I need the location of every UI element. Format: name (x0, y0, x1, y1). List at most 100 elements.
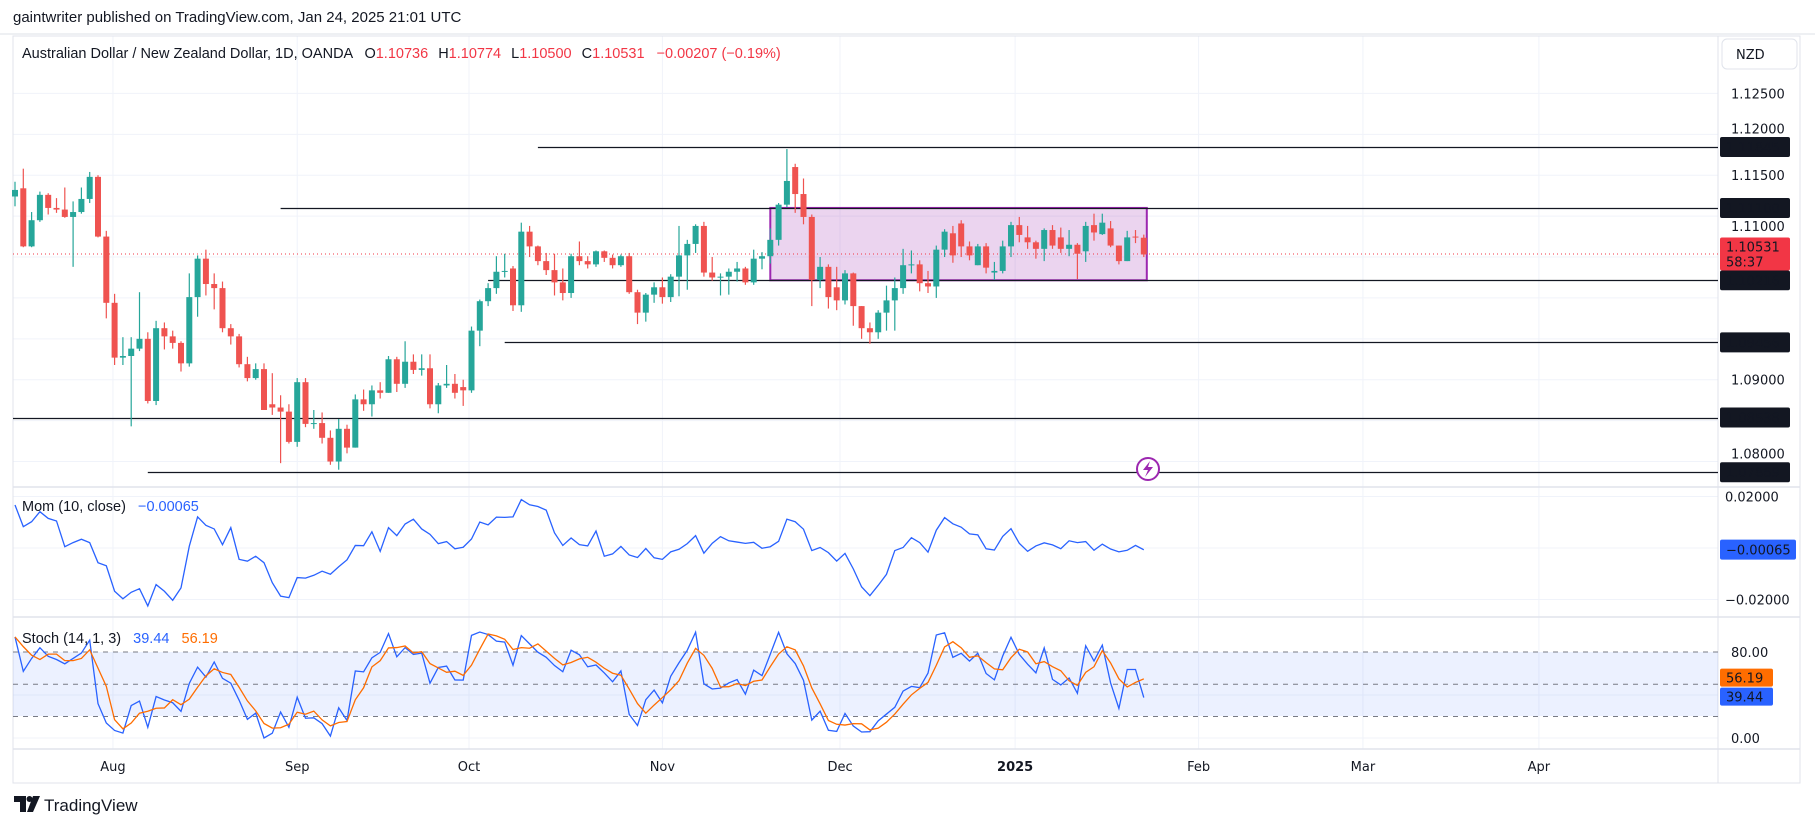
level-price-label-bg (1720, 270, 1790, 291)
momentum-tick-label: 0.02000 (1725, 491, 1779, 506)
candle (294, 378, 301, 447)
candle (775, 203, 782, 246)
close-value: 1.10531 (592, 46, 644, 62)
candle-body (958, 223, 965, 247)
candle (377, 382, 384, 399)
candle-body (725, 271, 732, 277)
candle (202, 249, 209, 296)
candle (368, 385, 375, 417)
candle-body (144, 338, 151, 401)
candle-body (659, 287, 666, 298)
tradingview-logo: TradingView (14, 796, 138, 815)
stochastic-pane (13, 630, 1718, 739)
currency-button[interactable]: NZD (1721, 38, 1798, 70)
candle-body (916, 264, 923, 284)
candle (427, 354, 433, 409)
candle-body (858, 306, 865, 329)
candle-body (61, 209, 68, 217)
candle-body (709, 272, 716, 278)
candle-body (543, 261, 550, 271)
candle (526, 225, 533, 258)
candle (642, 293, 649, 322)
momentum-tick-label: −0.02000 (1725, 594, 1790, 609)
low-value: 1.10500 (519, 46, 571, 62)
stoch-k-label-bg (1720, 687, 1773, 706)
candle-body (734, 268, 741, 272)
stoch-legend: Stoch (14, 1, 3) 39.44 56.19 (22, 631, 218, 647)
stoch-title: Stoch (14, 1, 3) (22, 631, 121, 647)
candle (451, 373, 458, 399)
candle (576, 241, 583, 266)
candle-body (186, 297, 193, 364)
candle (302, 378, 309, 428)
candle (767, 228, 774, 264)
candle-body (244, 364, 251, 379)
candle-body (261, 369, 267, 410)
candle-body (817, 266, 824, 280)
stoch-d-line (14, 633, 1145, 731)
publish-info: gaintwriter published on TradingView.com… (13, 9, 462, 26)
candle (667, 274, 674, 303)
level-price-label: 1.09456 (1720, 332, 1790, 353)
candle (601, 250, 608, 262)
candle-body (526, 231, 533, 247)
candle (1115, 245, 1122, 265)
stoch-d-label-bg (1720, 668, 1773, 687)
candle-body (95, 176, 101, 237)
candle-body (783, 180, 790, 205)
candle (161, 322, 168, 350)
candle (1041, 228, 1048, 262)
candle-body (1057, 237, 1064, 249)
candle-body (427, 368, 433, 405)
candle (941, 229, 948, 258)
candle (817, 257, 824, 289)
candle-body (750, 258, 757, 283)
level-price-label: 1.10216 (1720, 270, 1790, 291)
horizontal-levels[interactable] (13, 146, 1718, 474)
candle-body (468, 330, 475, 391)
candle (501, 253, 508, 278)
candle (78, 187, 85, 214)
candle (1082, 221, 1089, 262)
candle-body (352, 399, 359, 448)
candle-body (1124, 237, 1131, 262)
candle-body (559, 282, 566, 294)
time-tick-label: Apr (1528, 760, 1551, 775)
candle (543, 252, 550, 276)
candle-body (966, 246, 973, 256)
candle-body (700, 225, 707, 273)
candle (95, 175, 101, 238)
candle-body (12, 189, 18, 197)
candle-body (335, 428, 342, 462)
candle-body (941, 231, 948, 250)
currency-label: NZD (1736, 48, 1765, 63)
candle-body (410, 361, 417, 370)
candle-body (103, 236, 110, 303)
candle (676, 225, 682, 297)
candle-body (78, 198, 85, 213)
candle (958, 220, 965, 258)
candle (319, 412, 326, 444)
open-label: O (364, 46, 375, 62)
candle-body (53, 207, 60, 210)
candle (850, 272, 857, 326)
alert-icon[interactable] (1136, 457, 1160, 481)
candle-body (1016, 225, 1023, 235)
candle-body (227, 328, 234, 337)
candle (402, 341, 409, 388)
candle-body (310, 423, 317, 425)
candle (684, 239, 691, 290)
candle (1016, 216, 1023, 243)
time-axis[interactable]: Aug Sep Oct Nov Dec 2025 Feb Mar Apr (100, 760, 1551, 775)
candle (178, 341, 184, 372)
candle (800, 178, 807, 225)
candle (734, 261, 741, 282)
level-price-label: 1.11100 (1720, 197, 1790, 218)
candle-body (178, 342, 184, 364)
candle-body (609, 257, 616, 266)
candle (783, 149, 790, 208)
bar-countdown: 58:37 (1726, 255, 1763, 270)
candle (1066, 230, 1073, 257)
